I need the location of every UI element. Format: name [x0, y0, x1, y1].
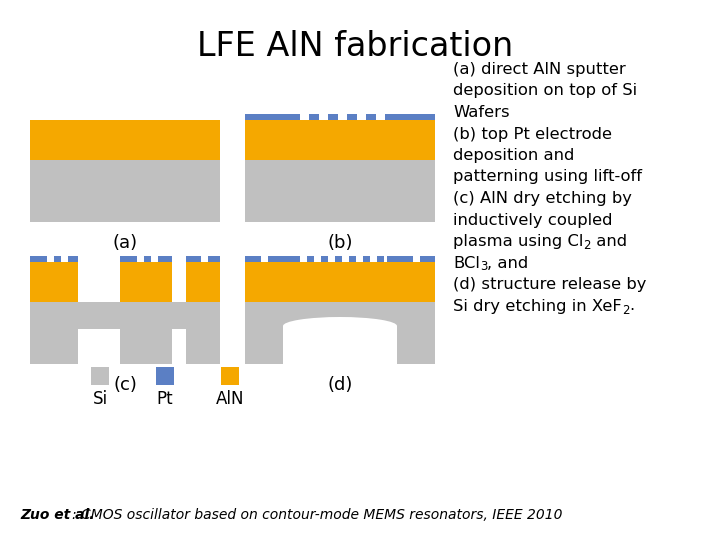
Bar — [338, 114, 347, 120]
Bar — [357, 114, 366, 120]
Bar — [201, 256, 208, 262]
Bar — [245, 256, 283, 262]
Text: (c) AlN dry etching by: (c) AlN dry etching by — [453, 191, 632, 206]
Bar — [172, 329, 186, 364]
Text: (d) structure release by: (d) structure release by — [453, 277, 647, 292]
Text: AlN: AlN — [216, 390, 244, 408]
Bar — [397, 262, 435, 302]
Bar — [245, 262, 283, 302]
Text: inductively coupled: inductively coupled — [453, 213, 613, 227]
Bar — [328, 256, 335, 262]
Bar — [137, 256, 144, 262]
Text: : CMOS oscillator based on contour-mode MEMS resonators, IEEE 2010: : CMOS oscillator based on contour-mode … — [72, 508, 562, 522]
Bar — [221, 367, 239, 385]
Bar — [283, 326, 397, 364]
Text: deposition and: deposition and — [453, 148, 575, 163]
Bar — [151, 256, 158, 262]
Bar — [186, 262, 220, 302]
Bar — [30, 120, 220, 160]
Bar — [314, 256, 321, 262]
Bar — [91, 367, 109, 385]
Bar — [342, 256, 349, 262]
Bar — [245, 114, 435, 120]
Bar — [370, 256, 377, 262]
Text: patterning using lift-off: patterning using lift-off — [453, 170, 642, 185]
Text: .: . — [629, 299, 634, 314]
Text: and: and — [591, 234, 627, 249]
Bar — [319, 114, 328, 120]
Bar — [120, 262, 172, 302]
Text: deposition on top of Si: deposition on top of Si — [453, 84, 637, 98]
Bar — [78, 329, 120, 364]
Bar — [245, 120, 435, 160]
Bar — [30, 160, 220, 222]
Bar — [384, 256, 387, 262]
Bar — [156, 367, 174, 385]
Bar — [186, 256, 220, 262]
Bar — [356, 256, 363, 262]
Bar — [283, 262, 397, 302]
Bar — [300, 114, 309, 120]
Text: Si dry etching in XeF: Si dry etching in XeF — [453, 299, 622, 314]
Bar — [120, 256, 172, 262]
Text: Si: Si — [92, 390, 107, 408]
Text: (a): (a) — [112, 234, 138, 252]
Bar — [30, 262, 78, 302]
Bar — [376, 114, 385, 120]
Text: LFE AlN fabrication: LFE AlN fabrication — [197, 30, 513, 63]
Text: 2: 2 — [622, 303, 629, 316]
Text: (a) direct AlN sputter: (a) direct AlN sputter — [453, 62, 626, 77]
Bar — [30, 302, 220, 364]
Text: (b) top Pt electrode: (b) top Pt electrode — [453, 126, 612, 141]
Text: 3: 3 — [480, 260, 487, 273]
Bar — [61, 256, 68, 262]
Text: (c): (c) — [113, 376, 137, 394]
Ellipse shape — [283, 317, 397, 335]
Bar — [397, 256, 435, 262]
Bar — [261, 256, 268, 262]
Text: Pt: Pt — [157, 390, 174, 408]
Text: 2: 2 — [583, 239, 591, 252]
Bar — [300, 256, 307, 262]
Bar — [30, 256, 78, 262]
Text: Zuo et al.: Zuo et al. — [20, 508, 94, 522]
Text: BCl: BCl — [453, 255, 480, 271]
Bar — [245, 302, 435, 364]
Text: plasma using Cl: plasma using Cl — [453, 234, 583, 249]
Bar — [245, 160, 435, 222]
Text: Wafers: Wafers — [453, 105, 510, 120]
Bar — [413, 256, 420, 262]
Text: (d): (d) — [328, 376, 353, 394]
Bar — [47, 256, 54, 262]
Text: (b): (b) — [328, 234, 353, 252]
Text: , and: , and — [487, 255, 528, 271]
Bar — [283, 256, 397, 262]
